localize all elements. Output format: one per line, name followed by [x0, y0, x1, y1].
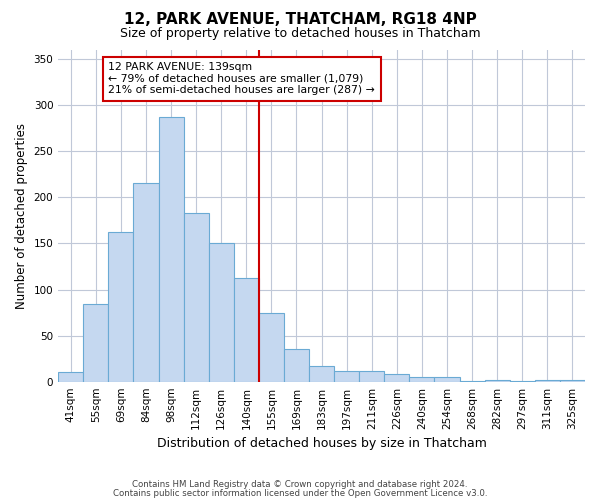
Bar [485, 380, 510, 382]
Bar [259, 312, 284, 382]
Text: 12, PARK AVENUE, THATCHAM, RG18 4NP: 12, PARK AVENUE, THATCHAM, RG18 4NP [124, 12, 476, 28]
Bar [309, 366, 334, 382]
Bar [58, 372, 83, 382]
Bar [560, 380, 585, 382]
Bar [158, 118, 184, 382]
Bar [359, 370, 385, 382]
Text: Size of property relative to detached houses in Thatcham: Size of property relative to detached ho… [119, 28, 481, 40]
Text: 12 PARK AVENUE: 139sqm
← 79% of detached houses are smaller (1,079)
21% of semi-: 12 PARK AVENUE: 139sqm ← 79% of detached… [109, 62, 375, 95]
Bar [133, 182, 158, 382]
Bar [209, 244, 234, 382]
Bar [234, 278, 259, 382]
Bar [109, 232, 133, 382]
Bar [334, 370, 359, 382]
Text: Contains HM Land Registry data © Crown copyright and database right 2024.: Contains HM Land Registry data © Crown c… [132, 480, 468, 489]
Bar [535, 380, 560, 382]
Bar [385, 374, 409, 382]
Bar [184, 213, 209, 382]
Text: Contains public sector information licensed under the Open Government Licence v3: Contains public sector information licen… [113, 489, 487, 498]
Bar [83, 304, 109, 382]
Bar [409, 377, 434, 382]
X-axis label: Distribution of detached houses by size in Thatcham: Distribution of detached houses by size … [157, 437, 487, 450]
Bar [510, 381, 535, 382]
Bar [284, 350, 309, 382]
Y-axis label: Number of detached properties: Number of detached properties [15, 123, 28, 309]
Bar [460, 381, 485, 382]
Bar [434, 377, 460, 382]
